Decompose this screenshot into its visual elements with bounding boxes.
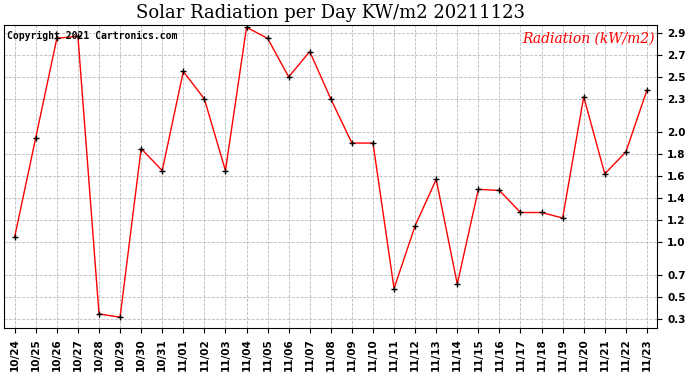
Title: Solar Radiation per Day KW/m2 20211123: Solar Radiation per Day KW/m2 20211123 (137, 4, 525, 22)
Text: Radiation (kW/m2): Radiation (kW/m2) (522, 31, 654, 45)
Text: Copyright 2021 Cartronics.com: Copyright 2021 Cartronics.com (8, 31, 178, 41)
